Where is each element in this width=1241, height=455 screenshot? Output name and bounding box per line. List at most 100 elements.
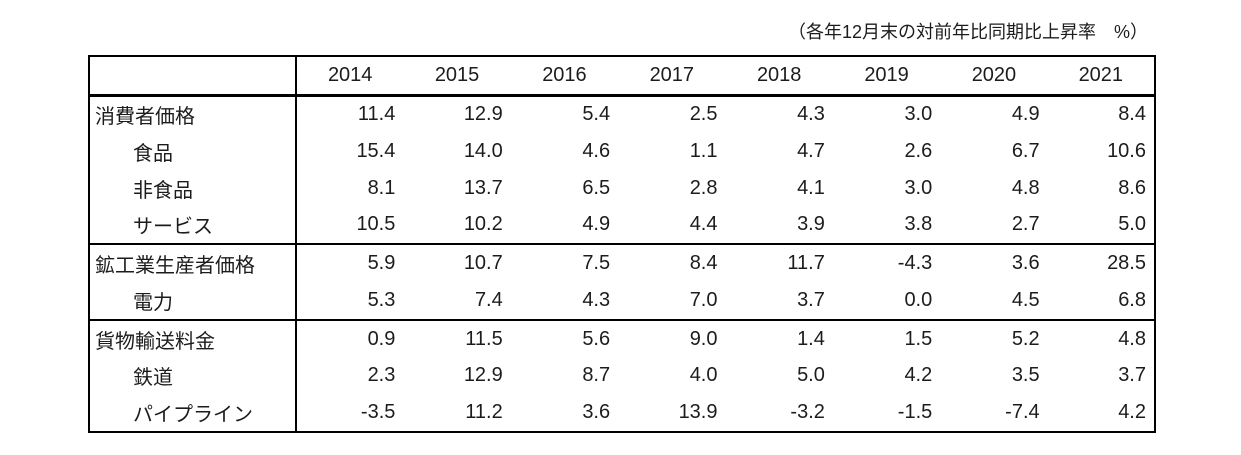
table-body: 消費者価格 11.4 12.9 5.4 2.5 4.3 3.0 4.9 8.4 食品 15.4 14.… <box>89 95 1155 432</box>
value-cell: 4.6 <box>582 140 611 163</box>
table-header: 2014 2015 2016 2017 2018 2019 2020 2021 <box>89 56 1155 97</box>
value-cell: 15.4 <box>356 140 396 163</box>
value-cell: 14.0 <box>463 140 503 163</box>
value-cell: 28.5 <box>1047 243 1155 283</box>
value-cell: 5.6 <box>510 318 619 358</box>
value-cell: 5.9 <box>296 243 404 283</box>
row-label: 貨物輸送料金 <box>89 318 297 358</box>
value-cell: 6.7 <box>1011 140 1040 163</box>
value-cell: 2.7 <box>1011 213 1040 236</box>
value-cell: 3.7 <box>797 288 825 311</box>
row-label: 電力 <box>89 282 297 320</box>
header-row: 2014 2015 2016 2017 2018 2019 2020 2021 <box>89 56 1155 97</box>
value-cell: 0.0 <box>904 288 933 311</box>
row-label: 鉄道 <box>89 357 297 395</box>
table-row: サービス 10.5 10.2 4.9 4.4 3.9 3.8 2.7 5.0 <box>89 206 1155 245</box>
value-cell: -3.5 <box>360 401 396 424</box>
value-cell: 4.4 <box>689 213 718 236</box>
year-header-cell: 2014 <box>296 56 404 97</box>
year-header-cell: 2017 <box>618 56 726 97</box>
value-cell: 12.9 <box>463 103 503 126</box>
value-cell: 5.4 <box>582 103 611 126</box>
table-row: パイプライン -3.5 11.2 3.6 13.9 -3.2 -1.5 -7.4 4.2 <box>89 394 1155 432</box>
value-cell: 10.2 <box>463 213 503 236</box>
value-cell: -4.3 <box>832 243 941 283</box>
row-label: サービス <box>89 206 297 245</box>
row-label: 鉱工業生産者価格 <box>89 243 297 283</box>
value-cell: 13.7 <box>463 176 503 199</box>
value-cell: 3.5 <box>1011 364 1040 387</box>
row-label: 消費者価格 <box>89 95 297 134</box>
year-header-cell: 2020 <box>940 56 1048 97</box>
value-cell: 11.7 <box>725 243 833 283</box>
value-cell: 3.6 <box>940 243 1048 283</box>
value-cell: 13.9 <box>678 401 718 424</box>
value-cell: 8.4 <box>1118 103 1146 126</box>
value-cell: 7.5 <box>510 243 619 283</box>
table-row: 食品 15.4 14.0 4.6 1.1 4.7 2.6 6.7 10.6 <box>89 133 1155 170</box>
value-cell: 2.6 <box>904 140 933 163</box>
value-cell: 12.9 <box>463 364 503 387</box>
value-cell: 11.5 <box>403 318 511 358</box>
value-cell: 4.2 <box>1118 401 1146 424</box>
value-cell: 10.5 <box>356 213 396 236</box>
value-cell: 4.9 <box>582 213 611 236</box>
value-cell: 4.2 <box>904 364 933 387</box>
value-cell: 8.7 <box>582 364 611 387</box>
value-cell: -1.5 <box>897 401 933 424</box>
value-cell: 5.0 <box>1118 213 1146 236</box>
value-cell: 2.5 <box>689 103 718 126</box>
value-cell: 1.1 <box>689 140 718 163</box>
value-cell: 2.3 <box>367 364 396 387</box>
year-header-cell: 2015 <box>403 56 511 97</box>
value-cell: 1.5 <box>832 318 941 358</box>
value-cell: 8.6 <box>1118 176 1146 199</box>
value-cell: 3.0 <box>904 176 933 199</box>
value-cell: 4.8 <box>1047 318 1155 358</box>
value-cell: 3.7 <box>1118 364 1146 387</box>
year-header-cell: 2018 <box>725 56 833 97</box>
table-row: 鉄道 2.3 12.9 8.7 4.0 5.0 4.2 3.5 3.7 <box>89 357 1155 395</box>
value-cell: 6.8 <box>1118 288 1146 311</box>
value-cell: 7.0 <box>689 288 718 311</box>
value-cell: 5.2 <box>940 318 1048 358</box>
value-cell: -7.4 <box>1005 401 1040 424</box>
year-header-cell: 2016 <box>510 56 619 97</box>
corner-cell <box>89 56 297 97</box>
value-cell: 6.5 <box>582 176 611 199</box>
table-row: 消費者価格 11.4 12.9 5.4 2.5 4.3 3.0 4.9 8.4 <box>89 95 1155 134</box>
value-cell: 3.0 <box>904 103 933 126</box>
value-cell: 1.4 <box>725 318 833 358</box>
value-cell: 4.3 <box>797 103 825 126</box>
table-note: （各年12月末の対前年比同期比上昇率 %） <box>787 22 1148 42</box>
row-label: 食品 <box>89 133 297 170</box>
value-cell: -3.2 <box>790 401 825 424</box>
value-cell: 4.7 <box>797 140 825 163</box>
value-cell: 5.3 <box>367 288 396 311</box>
table-row: 貨物輸送料金 0.9 11.5 5.6 9.0 1.4 1.5 5.2 4.8 <box>89 318 1155 358</box>
year-header-cell: 2019 <box>832 56 941 97</box>
value-cell: 9.0 <box>618 318 726 358</box>
value-cell: 3.9 <box>797 213 825 236</box>
value-cell: 3.6 <box>582 401 611 424</box>
value-cell: 10.6 <box>1107 140 1146 163</box>
table-row: 非食品 8.1 13.7 6.5 2.8 4.1 3.0 4.8 8.6 <box>89 169 1155 207</box>
value-cell: 4.1 <box>797 176 825 199</box>
value-cell: 0.9 <box>296 318 404 358</box>
value-cell: 10.7 <box>403 243 511 283</box>
price-index-table: 2014 2015 2016 2017 2018 2019 2020 2021 消費者価格 11… <box>88 55 1156 433</box>
value-cell: 7.4 <box>474 288 503 311</box>
value-cell: 4.8 <box>1011 176 1040 199</box>
value-cell: 11.2 <box>465 401 503 424</box>
value-cell: 4.5 <box>1011 288 1040 311</box>
value-cell: 2.8 <box>689 176 718 199</box>
value-cell: 8.4 <box>618 243 726 283</box>
value-cell: 5.0 <box>797 364 825 387</box>
table-row: 電力 5.3 7.4 4.3 7.0 3.7 0.0 4.5 6.8 <box>89 282 1155 320</box>
year-header-cell: 2021 <box>1047 56 1155 97</box>
value-cell: 4.9 <box>1011 103 1040 126</box>
value-cell: 3.8 <box>904 213 933 236</box>
value-cell: 11.4 <box>357 103 396 126</box>
value-cell: 4.3 <box>582 288 611 311</box>
value-cell: 8.1 <box>367 176 396 199</box>
